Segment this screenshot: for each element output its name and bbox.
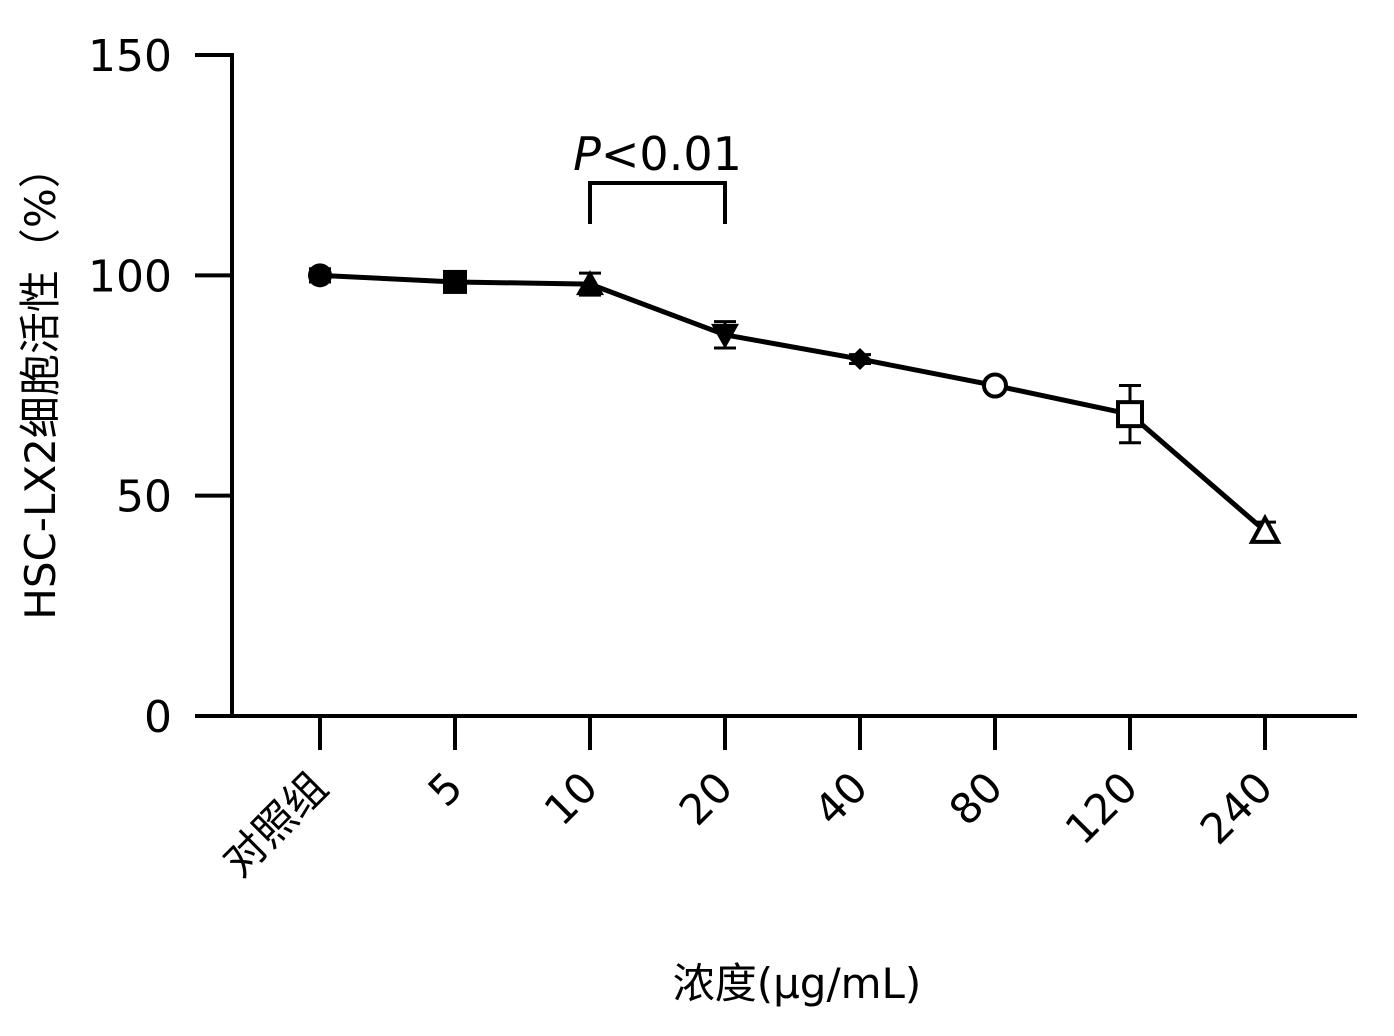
y-tick-label-0: 0 <box>144 692 172 743</box>
data-point-6 <box>1116 400 1144 429</box>
x-tick-label-1: 5 <box>419 762 473 816</box>
x-tick-label-0: 对照组 <box>213 762 337 886</box>
series-line <box>308 263 1282 544</box>
x-axis-label: 浓度(μg/mL) <box>673 959 922 1008</box>
significance-label-value: <0.01 <box>601 127 742 181</box>
significance-label: P<0.01 <box>573 127 742 181</box>
x-tick-label-5: 80 <box>940 762 1012 834</box>
significance-bracket <box>588 181 727 224</box>
y-tick-label-100: 100 <box>88 251 172 302</box>
data-point-5 <box>982 372 1008 399</box>
data-point-7 <box>1248 513 1282 544</box>
y-axis-label: HSC-LX2细胞活性（%） <box>16 146 65 620</box>
x-tick-label-6: 120 <box>1056 762 1147 853</box>
x-tick-label-2: 10 <box>535 762 607 834</box>
y-tick-label-150: 150 <box>88 31 172 82</box>
data-point-1 <box>443 269 467 294</box>
data-point-3 <box>711 323 739 349</box>
y-tick-label-50: 50 <box>116 472 172 523</box>
x-tick-label-4: 40 <box>805 762 877 834</box>
significance-label-p: P <box>573 127 601 181</box>
x-tick-label-7: 240 <box>1191 762 1282 853</box>
data-point-0 <box>308 263 332 288</box>
x-tick-label-3: 20 <box>670 762 742 834</box>
significance-annotation: P<0.01 <box>573 127 742 224</box>
axes <box>203 53 1357 718</box>
data-line <box>319 272 1267 533</box>
data-point-4 <box>849 348 871 371</box>
data-point-2 <box>576 270 604 296</box>
